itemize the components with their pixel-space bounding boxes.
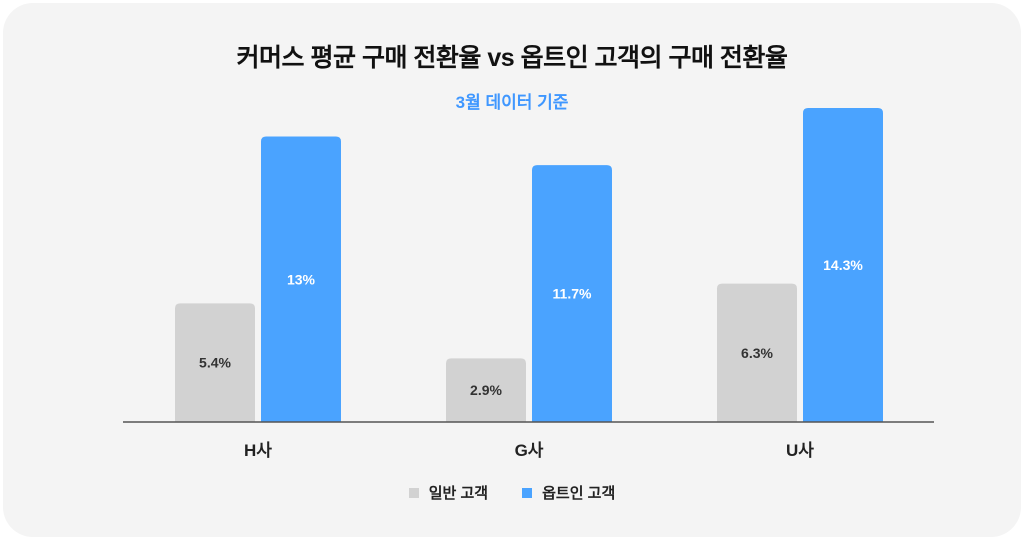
- bar-regular-1: [446, 358, 526, 422]
- legend-item-optin: 옵트인 고객: [522, 482, 615, 503]
- bar-label-optin-1: 11.7%: [553, 286, 592, 302]
- bar-regular-0: [175, 303, 255, 422]
- bar-optin-2: [803, 108, 883, 422]
- bar-label-regular-1: 2.9%: [470, 382, 502, 398]
- chart-title: 커머스 평균 구매 전환율 vs 옵트인 고객의 구매 전환율: [236, 44, 788, 72]
- legend-swatch-regular: [408, 487, 419, 498]
- category-label-1: G사: [515, 441, 544, 460]
- legend-label-regular: 일반 고객: [428, 485, 489, 502]
- category-label-0: H사: [244, 441, 272, 460]
- bar-optin-1: [532, 165, 612, 422]
- chart-subtitle: 3월 데이터 기준: [455, 93, 569, 112]
- legend-label-optin: 옵트인 고객: [542, 485, 616, 502]
- bar-label-regular-2: 6.3%: [741, 345, 773, 361]
- bar-optin-0: [261, 136, 341, 422]
- legend-swatch-optin: [522, 487, 533, 498]
- bar-label-optin-0: 13%: [287, 271, 316, 287]
- legend-item-regular: 일반 고객: [408, 482, 489, 503]
- category-label-2: U사: [786, 441, 814, 460]
- bar-label-optin-2: 14.3%: [823, 257, 863, 273]
- bar-regular-2: [717, 283, 797, 422]
- bar-label-regular-0: 5.4%: [199, 355, 231, 371]
- legend: 일반 고객 옵트인 고객: [0, 482, 1024, 503]
